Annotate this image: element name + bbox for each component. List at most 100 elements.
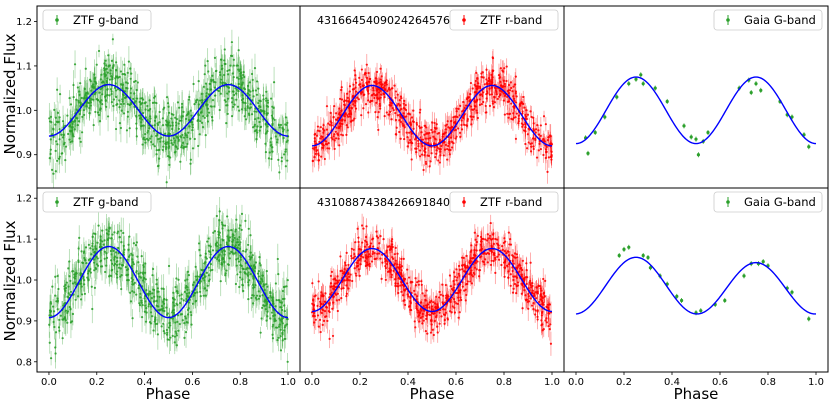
- data-point: [415, 123, 418, 126]
- data-point: [371, 93, 374, 97]
- data-point: [335, 126, 338, 129]
- data-point: [115, 263, 119, 267]
- data-point: [239, 74, 242, 78]
- data-point: [180, 119, 183, 122]
- data-point: [403, 137, 406, 141]
- data-point: [403, 126, 406, 129]
- data-point: [190, 114, 193, 117]
- data-point: [150, 135, 153, 138]
- data-point: [211, 249, 215, 252]
- data-point: [149, 137, 152, 140]
- gaia-point: [696, 153, 701, 157]
- data-point: [97, 113, 100, 117]
- data-point: [107, 230, 110, 233]
- data-point: [184, 279, 187, 282]
- data-point: [158, 295, 161, 298]
- data-point: [181, 102, 184, 105]
- data-point: [160, 287, 163, 290]
- data-point: [269, 317, 272, 320]
- data-point: [144, 141, 147, 144]
- data-point: [466, 119, 469, 122]
- data-point: [500, 84, 503, 87]
- data-point: [115, 95, 118, 99]
- data-point: [89, 101, 93, 104]
- data-point: [480, 103, 483, 106]
- data-point: [107, 54, 110, 57]
- data-point: [445, 123, 449, 126]
- data-point: [234, 282, 238, 286]
- data-point: [337, 137, 340, 140]
- data-point: [131, 261, 135, 264]
- data-point: [273, 118, 276, 121]
- data-point: [64, 289, 67, 292]
- data-point: [199, 120, 202, 123]
- data-point: [257, 290, 260, 293]
- data-point: [158, 157, 161, 160]
- data-point: [323, 157, 326, 161]
- data-point: [258, 262, 261, 265]
- data-point: [252, 275, 255, 278]
- data-point: [340, 133, 343, 136]
- data-point: [73, 281, 77, 284]
- data-point: [383, 96, 386, 99]
- data-point: [174, 150, 177, 153]
- data-point: [209, 262, 212, 266]
- data-point: [107, 233, 110, 236]
- data-point: [413, 138, 417, 141]
- data-point: [444, 143, 447, 147]
- data-point: [486, 83, 489, 86]
- data-point: [200, 268, 203, 272]
- data-point: [58, 93, 62, 96]
- data-point: [52, 135, 55, 138]
- data-point: [223, 99, 226, 102]
- data-point: [198, 133, 201, 136]
- data-point: [62, 142, 66, 146]
- data-point: [284, 150, 287, 153]
- data-point: [250, 72, 254, 76]
- data-point: [359, 85, 362, 89]
- data-point: [109, 88, 113, 91]
- data-point: [140, 316, 144, 319]
- data-point: [116, 76, 120, 79]
- xlabel-col-1: Phase: [410, 385, 455, 403]
- data-point: [153, 295, 156, 298]
- data-point: [410, 116, 414, 119]
- data-point: [236, 76, 239, 79]
- data-point: [176, 290, 179, 293]
- data-point: [96, 111, 100, 114]
- data-point: [265, 319, 268, 322]
- data-point: [244, 118, 248, 121]
- data-point: [155, 283, 158, 286]
- data-point: [232, 75, 235, 79]
- data-point: [354, 74, 357, 77]
- data-point: [465, 124, 468, 127]
- data-point: [186, 308, 189, 311]
- data-point: [66, 114, 69, 117]
- data-point: [326, 147, 329, 150]
- data-point: [513, 99, 516, 102]
- data-point: [99, 78, 102, 81]
- data-point: [140, 299, 143, 302]
- data-point: [521, 112, 524, 115]
- gaia-point: [759, 88, 763, 92]
- data-point: [190, 313, 193, 317]
- data-point: [428, 165, 431, 168]
- data-point: [208, 278, 211, 281]
- data-point: [266, 310, 269, 313]
- data-point: [272, 81, 276, 84]
- data-point: [227, 73, 230, 76]
- data-point: [488, 93, 491, 96]
- data-point: [226, 69, 229, 73]
- data-point: [114, 75, 118, 78]
- data-point: [282, 136, 285, 140]
- data-point: [48, 117, 51, 120]
- data-point: [367, 111, 370, 114]
- data-point: [109, 249, 113, 253]
- data-point: [174, 116, 177, 119]
- ylabel-top: Normalized Flux: [1, 33, 19, 154]
- data-point: [237, 68, 240, 71]
- data-point: [83, 87, 86, 91]
- data-point: [58, 116, 61, 119]
- data-point: [343, 115, 346, 118]
- data-point: [286, 129, 289, 132]
